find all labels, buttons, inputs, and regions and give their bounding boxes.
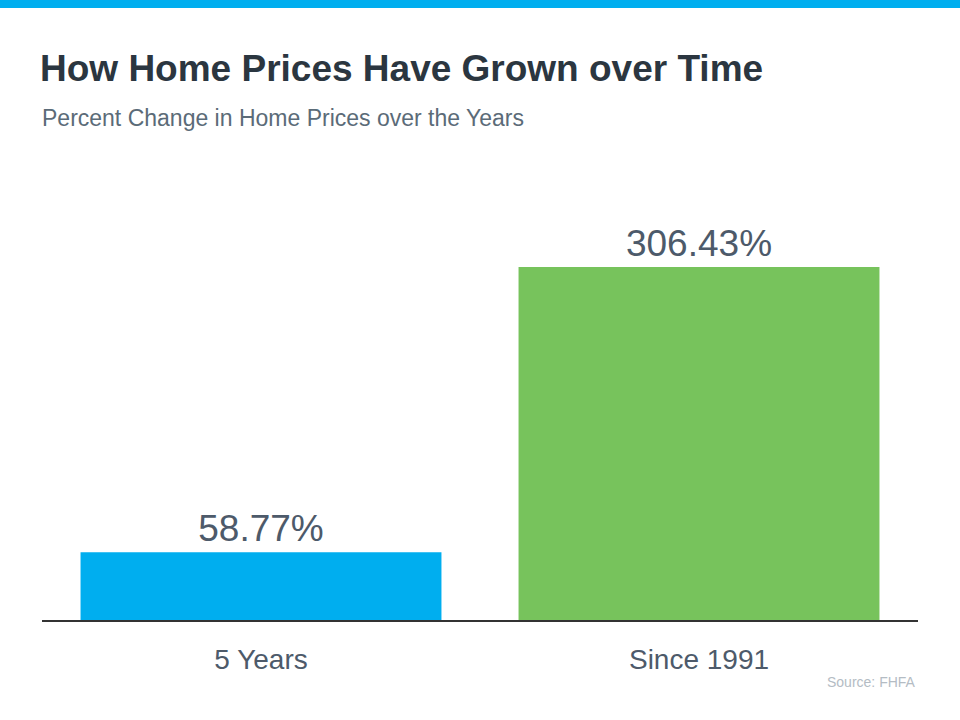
svg-text:How Home Prices Have Grown ove: How Home Prices Have Grown over Time (40, 48, 763, 89)
svg-text:58.77%: 58.77% (198, 508, 324, 549)
svg-text:306.43%: 306.43% (626, 223, 772, 264)
svg-text:Source: FHFA: Source: FHFA (827, 674, 916, 690)
svg-text:Percent Change in Home Prices: Percent Change in Home Prices over the Y… (42, 105, 524, 131)
svg-text:Since 1991: Since 1991 (629, 644, 769, 675)
svg-text:5 Years: 5 Years (214, 644, 307, 675)
